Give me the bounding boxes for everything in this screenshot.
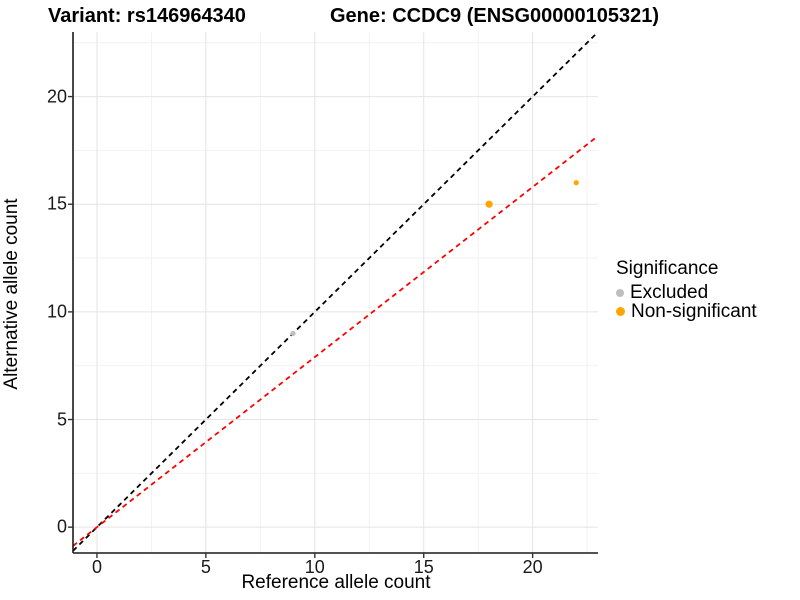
y-tick-label: 20	[46, 86, 67, 107]
point-non-significant	[573, 180, 579, 186]
legend-title: Significance	[616, 258, 719, 279]
y-tick-label: 15	[46, 193, 67, 214]
legend-point-icon	[616, 307, 625, 316]
x-tick-label: 5	[200, 557, 211, 577]
point-excluded	[290, 330, 296, 337]
y-tick-label: 10	[46, 301, 67, 322]
x-tick-label: 10	[304, 557, 325, 577]
regression-line	[73, 135, 598, 547]
legend-label: Excluded	[630, 282, 709, 303]
y-tick-label: 0	[56, 516, 67, 537]
x-tick-label: 20	[522, 557, 543, 577]
legend-item-non-significant: Non-significant	[616, 302, 757, 321]
legend-point-icon	[616, 288, 624, 297]
legend-item-excluded: Excluded	[616, 283, 757, 302]
point-non-significant	[485, 200, 493, 208]
x-tick-label: 15	[413, 557, 434, 577]
gene-title: Gene: CCDC9 (ENSG00000105321)	[330, 5, 660, 27]
x-tick-label: 0	[91, 557, 102, 577]
identity-line	[73, 32, 598, 552]
variant-title: Variant: rs146964340	[48, 5, 246, 27]
legend-label: Non-significant	[631, 301, 757, 322]
y-axis-title: Alternative allele count	[1, 198, 22, 390]
x-axis-title: Reference allele count	[241, 572, 431, 593]
y-tick-label: 5	[56, 409, 67, 430]
legend: Significance Excluded Non-significant	[616, 258, 757, 321]
